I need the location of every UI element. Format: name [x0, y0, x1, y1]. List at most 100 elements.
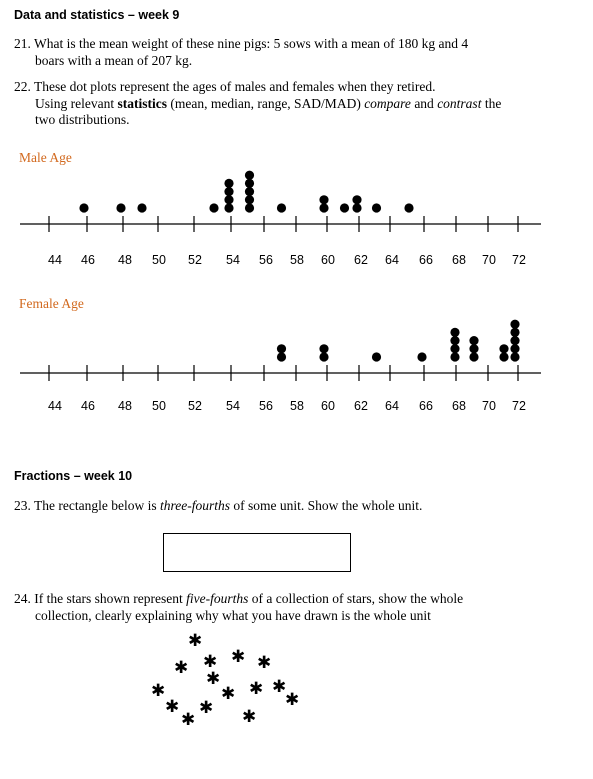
q22-text: (mean, median, range, SAD/MAD) [166, 95, 365, 111]
question-22: 22. These dot plots represent the ages o… [14, 79, 584, 129]
dot-age-68 [450, 327, 460, 337]
tick-label-52: 52 [188, 399, 202, 413]
q24-italic-five-fourths: five-fourths [186, 591, 249, 606]
q22-bold-statistics: statistics [117, 95, 167, 111]
question-22-line2: Using relevant statistics (mean, median,… [14, 96, 584, 113]
dot-age-55 [244, 170, 255, 180]
tick-label-54: 54 [226, 399, 240, 413]
dot-age-62 [352, 195, 362, 205]
dot-age-68 [450, 352, 460, 362]
dot-age-69 [469, 352, 479, 362]
dot-age-69 [469, 336, 479, 346]
female-dot-plot: 44 46 48 50 52 54 56 58 60 62 64 66 68 70 72 [20, 319, 541, 413]
star-icon: ✱ [231, 647, 246, 667]
star-icon: ✱ [206, 669, 221, 689]
dot-age-57 [276, 203, 287, 213]
star-icon: ✱ [174, 658, 189, 678]
tick-label-48: 48 [118, 253, 132, 267]
tick-label-64: 64 [385, 253, 399, 267]
dot-age-60 [319, 344, 329, 354]
dot-age-55 [244, 203, 255, 213]
question-22-line1: 22. These dot plots represent the ages o… [14, 79, 436, 94]
dot-age-72 [510, 352, 520, 362]
section-heading-fractions: Fractions – week 10 [14, 469, 133, 483]
q22-italic-contrast: contrast [437, 95, 482, 111]
q22-text: and [410, 95, 438, 111]
dot-age-72 [510, 327, 520, 337]
dot-age-63 [371, 203, 382, 213]
tick-label-68: 68 [452, 399, 466, 413]
question-21: 21. What is the mean weight of these nin… [14, 36, 468, 69]
question-21-line1: 21. What is the mean weight of these nin… [14, 36, 469, 51]
q22-text: Using relevant [35, 95, 118, 111]
dot-age-54 [224, 178, 234, 188]
dot-age-68 [450, 344, 460, 354]
q22-text: the [481, 95, 502, 111]
star-icon: ✱ [221, 684, 236, 704]
tick-label-66: 66 [419, 399, 433, 413]
tick-label-72: 72 [512, 399, 526, 413]
tick-label-66: 66 [419, 253, 433, 267]
tick-label-44: 44 [48, 253, 62, 267]
tick-label-62: 62 [354, 399, 368, 413]
tick-label-52: 52 [188, 253, 202, 267]
dot-age-69 [469, 344, 479, 354]
dot-age-60 [319, 203, 329, 213]
dot-age-71 [499, 344, 509, 354]
dot-age-53 [209, 203, 219, 213]
dot-age-61 [339, 203, 350, 213]
tick-label-60: 60 [321, 399, 335, 413]
star-icon: ✱ [151, 681, 166, 701]
tick-label-56: 56 [259, 253, 273, 267]
star-icon: ✱ [203, 652, 218, 672]
dot-age-65 [404, 203, 414, 213]
dot-age-66 [417, 352, 427, 362]
dot-age-60 [319, 352, 329, 362]
question-21-line2: boars with a mean of 207 kg. [35, 52, 193, 68]
tick-label-64: 64 [385, 399, 399, 413]
dot-age-55 [244, 187, 255, 197]
dot-age-48 [116, 203, 126, 213]
dot-age-63 [371, 352, 382, 362]
q23-italic-three-fourths: three-fourths [159, 498, 230, 513]
dot-age-72 [510, 336, 520, 346]
star-icon: ✱ [249, 679, 264, 699]
question-23: 23. The rectangle below is three-fourths… [14, 498, 422, 515]
female-plot-title: Female Age [19, 296, 84, 311]
dot-age-55 [244, 195, 255, 205]
dot-age-71 [499, 352, 509, 362]
q23-text: 23. The rectangle below is [14, 498, 160, 513]
tick-label-46: 46 [81, 253, 95, 267]
dot-age-72 [510, 344, 520, 354]
tick-label-70: 70 [482, 253, 496, 267]
tick-label-56: 56 [259, 399, 273, 413]
star-icon: ✱ [165, 697, 180, 717]
dot-age-54 [224, 195, 234, 205]
star-icon: ✱ [181, 710, 196, 730]
question-22-line3: two distributions. [35, 112, 130, 127]
q23-text: of some unit. Show the whole unit. [229, 498, 423, 513]
dot-age-57 [276, 352, 287, 362]
male-dot-plot: 44 46 48 50 52 54 56 58 60 62 64 66 68 70 72 [20, 170, 541, 267]
dot-age-68 [450, 336, 460, 346]
tick-label-58: 58 [290, 253, 304, 267]
tick-label-54: 54 [226, 253, 240, 267]
star-icon: ✱ [285, 690, 300, 710]
dot-age-54 [224, 203, 234, 213]
dot-age-60 [319, 195, 329, 205]
star-icon: ✱ [188, 631, 203, 651]
question-24-line2: collection, clearly explaining why what … [35, 607, 431, 623]
section-heading-statistics: Data and statistics – week 9 [14, 8, 180, 22]
tick-label-58: 58 [290, 399, 304, 413]
dot-age-49 [137, 203, 147, 213]
dot-age-55 [244, 178, 255, 188]
tick-label-44: 44 [48, 399, 62, 413]
dot-age-57 [276, 344, 287, 354]
dot-age-46 [79, 203, 89, 213]
question-24: 24. If the stars shown represent five-fo… [14, 591, 463, 624]
tick-label-60: 60 [321, 253, 335, 267]
q24-text: 24. If the stars shown represent [14, 591, 187, 606]
tick-label-72: 72 [512, 253, 526, 267]
tick-label-46: 46 [81, 399, 95, 413]
tick-label-50: 50 [152, 253, 166, 267]
